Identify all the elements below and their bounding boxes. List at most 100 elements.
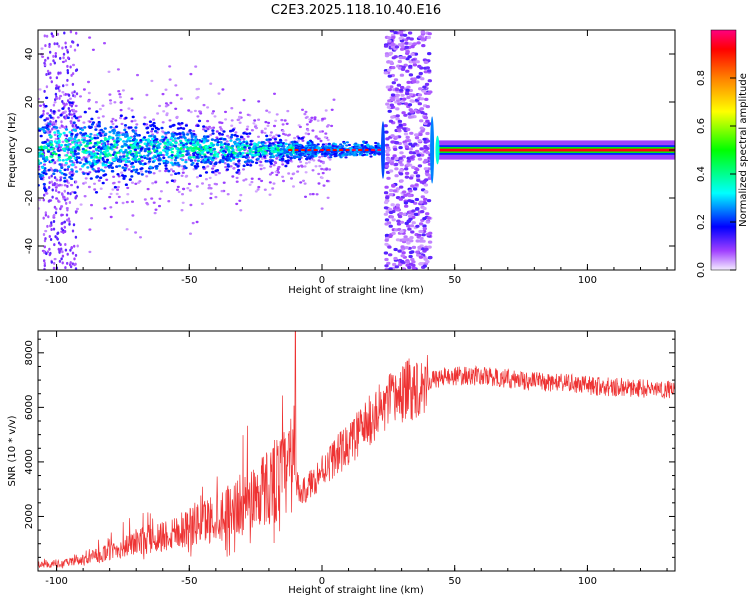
spectrogram-cell	[118, 138, 122, 141]
spectrogram-cell	[113, 101, 117, 104]
spectrogram-cell	[130, 175, 134, 178]
spectrogram-cell	[120, 171, 124, 175]
spectrogram-cell	[313, 146, 317, 149]
spectrogram-cell	[242, 98, 246, 102]
spectrogram-cell	[60, 166, 64, 169]
spectrogram-cell	[62, 131, 66, 135]
spectrogram-cell	[159, 151, 163, 154]
spectrogram-cell	[79, 143, 83, 147]
spectrogram-cell	[358, 153, 362, 156]
spectrogram-cell	[257, 177, 261, 181]
spectrogram-cell	[349, 147, 353, 150]
spectrogram-cell	[413, 171, 418, 175]
spectrogram-cell	[139, 167, 143, 171]
spectrogram-cell	[242, 168, 245, 171]
spectrogram-cell	[62, 173, 67, 176]
spectrogram-cell	[405, 127, 411, 132]
spectrogram-cell	[223, 142, 227, 145]
spectrogram-cell	[204, 171, 209, 174]
spectrogram-cell	[115, 201, 119, 204]
spectrogram-cell	[158, 104, 162, 108]
spectrogram-cell	[294, 144, 298, 147]
spectrogram-cell	[243, 145, 247, 149]
spectrogram-cell	[404, 41, 409, 45]
spectrogram-cell	[166, 140, 170, 143]
spectrogram-cell	[71, 82, 75, 86]
spectrogram-cell	[374, 144, 378, 147]
spectrogram-cell	[193, 159, 197, 162]
spectrogram-cell	[123, 142, 127, 146]
spectrogram-cell	[286, 109, 290, 113]
spectrogram-cell	[61, 60, 65, 64]
spectrogram-cell	[56, 116, 60, 119]
spectrogram-cell	[64, 143, 68, 147]
spectrogram-cell	[209, 142, 214, 145]
spectrogram-cell	[263, 131, 267, 135]
spectrogram-cell	[390, 42, 396, 47]
spectrogram-cell	[53, 169, 57, 172]
spectrogram-cell	[54, 186, 58, 189]
spectrogram-cell	[196, 115, 200, 118]
spectrogram-cell	[383, 251, 389, 255]
spectrogram-cell	[425, 105, 430, 109]
spectrogram-cell	[406, 159, 412, 163]
spectrogram-cell	[388, 193, 394, 197]
spectrogram-cell	[55, 145, 59, 148]
spectrogram-cell	[406, 163, 411, 167]
spectrogram-cell	[185, 153, 189, 156]
spectrogram-cell	[66, 50, 70, 54]
spectrogram-cell	[322, 168, 326, 171]
spectrogram-cell	[391, 56, 396, 60]
spectrogram-cell	[53, 176, 57, 180]
spectrogram-cell	[212, 164, 216, 168]
spectrogram-cell	[339, 143, 343, 146]
spectrogram-cell	[428, 90, 433, 94]
spectrogram-cell	[151, 160, 155, 164]
spectrogram-cell	[94, 125, 98, 128]
spectrogram-cell	[65, 102, 68, 106]
spectrogram-cell	[237, 162, 241, 165]
spectrogram-cell	[176, 185, 180, 189]
spectrogram-cell	[304, 116, 308, 120]
spectrogram-cell	[45, 73, 48, 76]
spectrogram-cell	[111, 117, 115, 121]
spectrogram-cell	[192, 149, 196, 153]
spectrogram-cell	[152, 172, 156, 175]
spectrogram-cell	[106, 149, 110, 152]
spectrogram-cell	[231, 175, 235, 178]
spectrogram-cell	[119, 108, 123, 112]
spectrogram-cell	[285, 154, 289, 157]
spectrogram-cell	[245, 132, 249, 136]
spectrogram-cell	[147, 152, 151, 155]
spectrogram-cell	[67, 56, 70, 60]
spectrogram-cell	[301, 146, 305, 149]
spectrogram-cell	[70, 183, 73, 187]
spectrogram-cell	[377, 148, 382, 152]
spectrogram-cell	[226, 163, 230, 166]
spectrogram-cell	[256, 143, 260, 147]
spectrogram-cell	[139, 236, 142, 239]
spectrogram-cell	[115, 134, 119, 137]
spectrogram-cell	[56, 32, 60, 36]
spectrogram-cell	[420, 153, 425, 157]
spectrogram-cell	[416, 75, 421, 79]
spectrogram-cell	[148, 120, 152, 123]
spectrogram-cell	[388, 60, 394, 64]
spectrogram-cell	[387, 88, 392, 92]
spectrogram-cell	[38, 207, 41, 210]
spectrogram-cell	[229, 165, 233, 168]
spectrogram-cell	[209, 82, 213, 85]
spectrogram-cell	[345, 144, 349, 147]
spectrogram-cell	[387, 99, 392, 103]
spectrogram-cell	[417, 93, 423, 97]
spectrogram-cell	[275, 113, 279, 116]
spectrogram-cell	[232, 166, 236, 170]
spectrogram-cell	[192, 156, 196, 159]
spectrogram-cell	[109, 99, 112, 102]
spectrogram-cell	[406, 80, 411, 84]
spectrogram-cell	[96, 124, 100, 128]
spectrogram-cell	[162, 156, 166, 160]
spectrogram-cell	[117, 158, 121, 162]
spectrogram-cell	[138, 161, 142, 164]
spectrogram-cell	[394, 162, 399, 166]
